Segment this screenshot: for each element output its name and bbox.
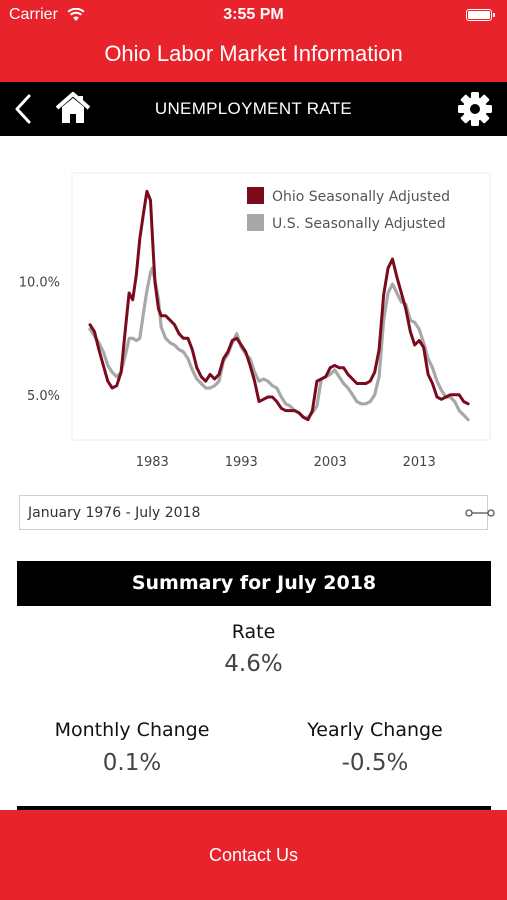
nav-bar: UNEMPLOYMENT RATE: [0, 82, 507, 136]
contact-us-button[interactable]: Contact Us: [0, 810, 507, 900]
legend-label: Ohio Seasonally Adjusted: [272, 189, 450, 205]
page-title: UNEMPLOYMENT RATE: [154, 99, 353, 118]
summary-header: Summary for July 2018: [17, 561, 491, 606]
rate-label: Rate: [231, 621, 276, 643]
x-tick-label: 2003: [314, 455, 347, 470]
x-tick-label: 1993: [225, 455, 258, 470]
rate-value: 4.6%: [224, 651, 283, 677]
wifi-icon: [67, 8, 85, 21]
legend-label: U.S. Seasonally Adjusted: [272, 216, 446, 232]
series-line-ohio[interactable]: [88, 189, 470, 422]
y-tick-label: 10.0%: [19, 276, 60, 291]
battery-icon: [466, 9, 495, 21]
home-icon[interactable]: [54, 91, 92, 125]
section-divider: [17, 806, 491, 810]
unemployment-chart[interactable]: 5.0% 10.0% 1983 1993 2003 2013 Ohio Seasonal…: [0, 160, 507, 480]
y-tick-label: 5.0%: [27, 389, 60, 404]
carrier-label: Carrier: [9, 6, 58, 23]
plot-area: [71, 172, 491, 441]
clock: 3:55 PM: [223, 6, 284, 23]
status-bar: Carrier 3:55 PM: [0, 0, 507, 30]
date-range-label: January 1976 - July 2018: [28, 505, 201, 521]
legend-swatch: [247, 214, 264, 231]
date-range-selector[interactable]: January 1976 - July 2018: [19, 495, 495, 530]
app-title: Ohio Labor Market Information: [104, 41, 403, 66]
yearly-change-value: -0.5%: [341, 750, 409, 776]
date-slider-icon[interactable]: [465, 507, 495, 519]
monthly-change-label: Monthly Change: [54, 719, 210, 741]
yearly-change-label: Yearly Change: [307, 719, 443, 741]
back-icon[interactable]: [12, 93, 34, 125]
app-header: Carrier 3:55 PM Ohio Labor Market Inform…: [0, 0, 507, 82]
x-tick-label: 2013: [403, 455, 436, 470]
monthly-change-value: 0.1%: [102, 750, 162, 776]
gear-icon[interactable]: [456, 90, 494, 128]
x-tick-label: 1983: [136, 455, 169, 470]
legend-swatch: [247, 187, 264, 204]
